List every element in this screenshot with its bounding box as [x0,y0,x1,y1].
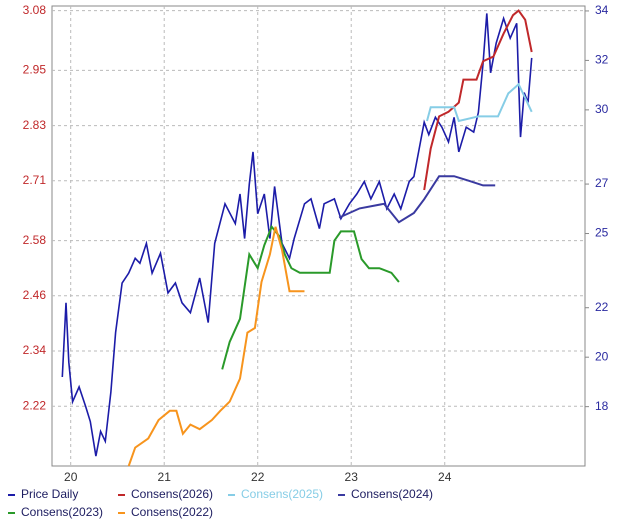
series-line [423,9,533,191]
y-tick-label: 2.95 [23,63,47,77]
x-tick-label: 20 [64,470,78,484]
x-tick-label: 24 [438,470,452,484]
series-line [221,224,400,370]
series-line [127,226,305,467]
y2-tick-label: 25 [595,226,609,240]
y-tick-label: 2.46 [23,288,47,302]
y-tick-label: 2.34 [23,343,47,357]
x-tick-label: 23 [345,470,359,484]
y-tick-label: 2.58 [23,233,47,247]
legend-label: Consens(2022) [131,505,213,519]
y-tick-label: 2.22 [23,398,47,412]
y-tick-label: 2.83 [23,118,47,132]
y-tick-label: 3.08 [23,3,47,17]
y2-tick-label: 22 [595,300,609,314]
x-tick-label: 21 [158,470,172,484]
series-line [426,82,533,123]
legend-label: Consens(2025) [241,487,323,501]
legend-label: Consens(2026) [131,487,213,501]
y2-tick-label: 32 [595,53,609,67]
y2-tick-label: 27 [595,176,609,190]
y2-tick-label: 18 [595,399,609,413]
y2-tick-label: 20 [595,349,609,363]
plot-frame [51,5,586,467]
y-tick-label: 2.71 [23,173,47,187]
series-line [338,175,496,224]
legend-label: Consens(2023) [21,505,103,519]
x-tick-label: 22 [251,470,265,484]
legend-label: Price Daily [21,487,78,501]
y2-tick-label: 30 [595,102,609,116]
y2-tick-label: 34 [595,3,609,17]
legend-label: Consens(2024) [351,487,433,501]
series-line [61,13,533,457]
